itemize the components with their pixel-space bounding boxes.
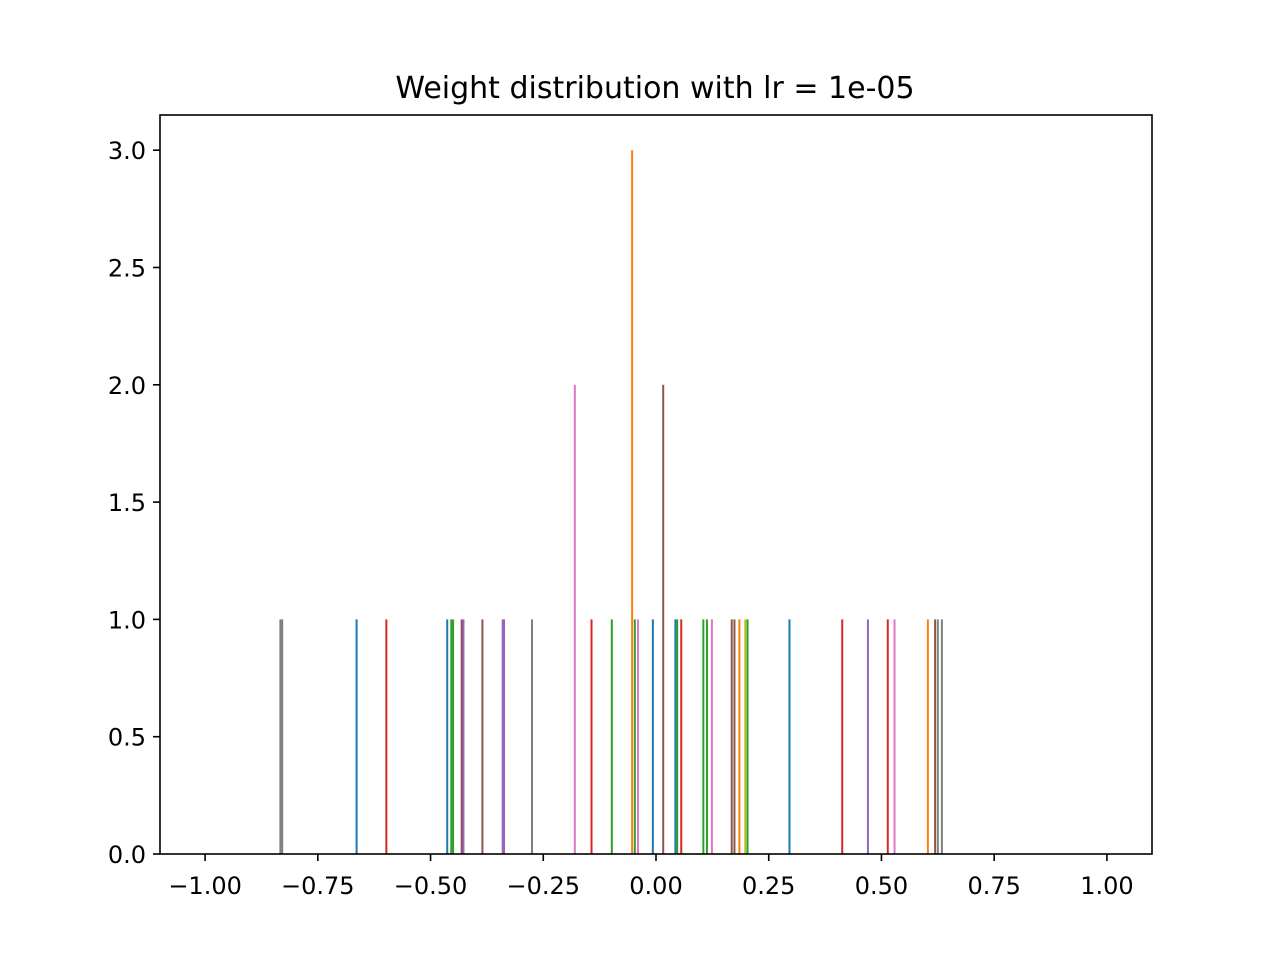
histogram-bar	[886, 619, 889, 854]
histogram-bar	[730, 619, 733, 854]
histogram-bar	[462, 619, 465, 854]
y-tick-label: 2.5	[108, 254, 146, 282]
x-tick-label: 0.75	[967, 872, 1020, 900]
x-tick-label: −1.00	[168, 872, 242, 900]
histogram-bar	[841, 619, 844, 854]
histogram-bar	[636, 619, 639, 854]
histogram-bar	[281, 619, 284, 854]
x-tick-label: 0.25	[742, 872, 795, 900]
histogram-bar	[746, 619, 749, 854]
histogram-bar	[279, 619, 282, 854]
histogram-bar	[940, 619, 943, 854]
histogram-bar	[450, 619, 453, 854]
x-tick-label: 0.50	[855, 872, 908, 900]
histogram-bar	[481, 619, 484, 854]
histogram-bar	[651, 619, 654, 854]
histogram-bar	[674, 619, 677, 854]
histogram-bar	[501, 619, 504, 854]
chart-title: Weight distribution with lr = 1e-05	[395, 71, 914, 106]
histogram-bar	[460, 619, 463, 854]
histogram-bar	[662, 384, 665, 854]
histogram-bar	[503, 619, 506, 854]
bars-layer	[279, 150, 943, 854]
histogram-bar	[531, 619, 533, 854]
histogram-bar	[866, 619, 869, 854]
histogram-bar	[446, 619, 449, 854]
y-tick-label: 3.0	[108, 137, 146, 165]
histogram-bar	[733, 619, 736, 854]
histogram-bar	[631, 150, 634, 854]
y-tick-label: 1.5	[108, 489, 146, 517]
y-tick-label: 2.0	[108, 372, 146, 400]
histogram-bar	[633, 619, 636, 854]
histogram-bar	[452, 619, 455, 854]
x-tick-label: 1.00	[1080, 872, 1133, 900]
y-tick-label: 0.0	[108, 841, 146, 869]
histogram-bar	[788, 619, 791, 854]
histogram-bar	[590, 619, 593, 854]
y-axis-ticks: 0.0 0.5 1.0 1.5 2.0 2.5 3.0	[108, 137, 160, 869]
histogram-bar	[893, 619, 896, 854]
histogram-bar	[934, 619, 937, 854]
histogram-bar	[710, 619, 713, 854]
histogram-bar	[926, 619, 929, 854]
y-tick-label: 1.0	[108, 606, 146, 634]
histogram-bar	[610, 619, 613, 854]
histogram-bar	[738, 619, 741, 854]
histogram-bar	[385, 619, 388, 854]
histogram-bar	[936, 619, 939, 854]
histogram-bar	[680, 619, 683, 854]
histogram-bar	[705, 619, 708, 854]
histogram-bar	[573, 384, 576, 854]
x-tick-label: −0.25	[506, 872, 580, 900]
x-tick-label: −0.75	[281, 872, 355, 900]
x-tick-label: 0.00	[629, 872, 682, 900]
x-tick-label: −0.50	[394, 872, 468, 900]
plot-area-frame	[159, 114, 1153, 855]
histogram-bar	[676, 619, 679, 854]
y-tick-label: 0.5	[108, 724, 146, 752]
histogram-bar	[744, 619, 747, 854]
histogram-bar	[355, 619, 358, 854]
histogram-bar	[702, 619, 705, 854]
x-axis-ticks: −1.00 −0.75 −0.50 −0.25 0.00 0.25 0.50 0.75 1.00	[168, 854, 1134, 900]
